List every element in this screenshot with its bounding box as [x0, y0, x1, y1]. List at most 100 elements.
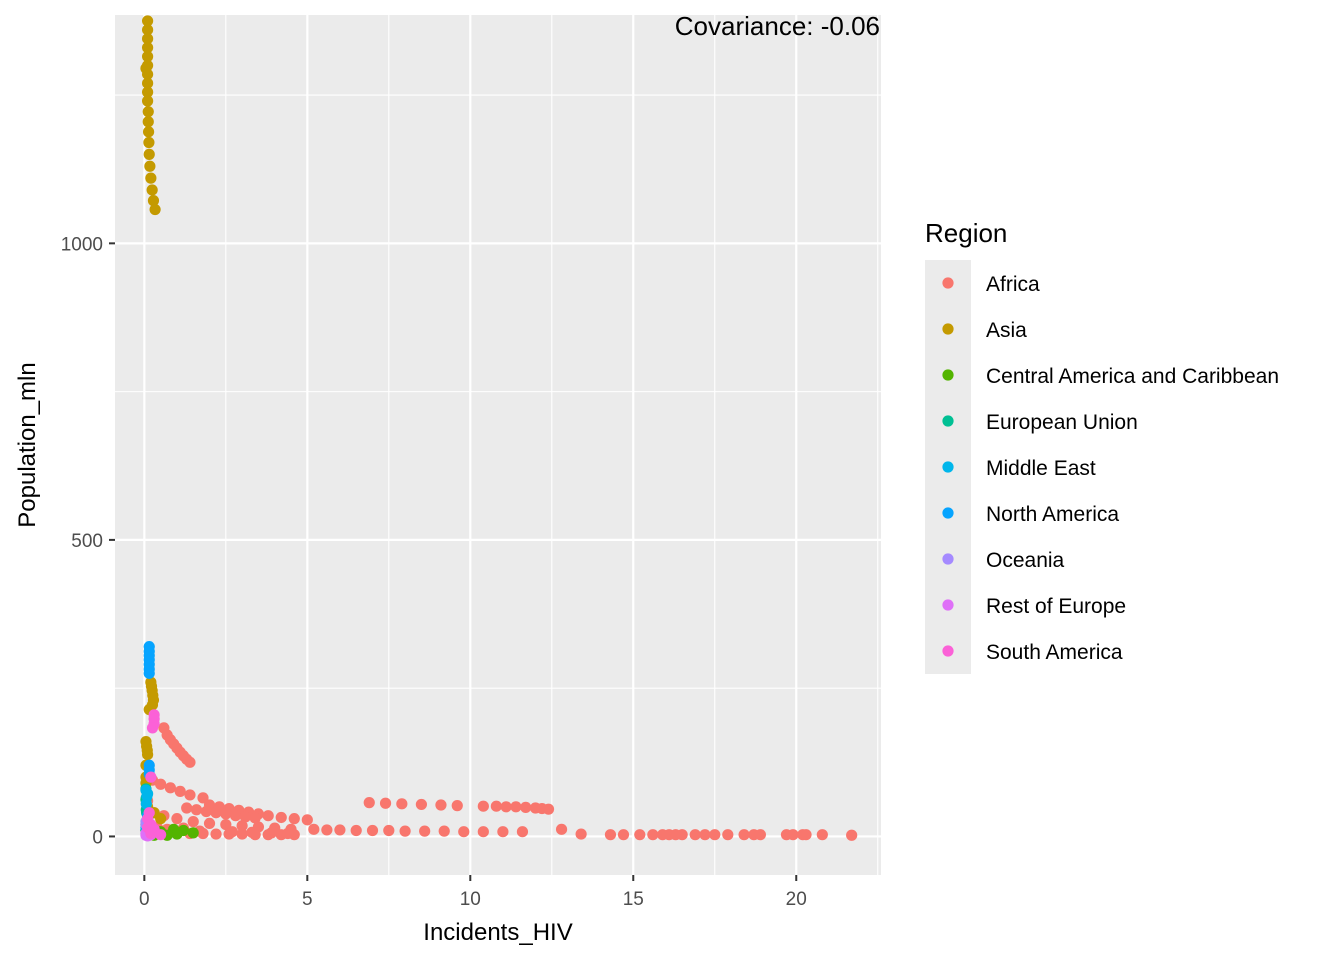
point-asia: [145, 172, 157, 184]
point-africa: [516, 826, 529, 838]
point-africa: [647, 829, 659, 841]
point-africa: [542, 803, 555, 815]
point-africa: [510, 801, 522, 813]
point-africa: [220, 818, 232, 831]
point-africa: [438, 825, 450, 837]
point-africa: [383, 824, 395, 837]
point-africa: [184, 756, 196, 768]
point-africa: [846, 829, 858, 841]
point-asia: [155, 813, 167, 825]
legend-label-oceania: Oceania: [986, 549, 1065, 572]
point-africa: [709, 829, 721, 841]
legend-label-africa: Africa: [986, 273, 1040, 296]
point-africa: [210, 828, 222, 840]
point-africa: [203, 817, 216, 830]
point-asia: [141, 24, 154, 36]
point-africa: [754, 829, 766, 841]
point-asia: [142, 106, 154, 118]
point-africa: [816, 829, 828, 841]
point-asia: [141, 86, 154, 98]
point-africa: [187, 816, 199, 828]
point-africa: [419, 825, 431, 837]
point-central-america-and-caribbean: [171, 828, 183, 840]
legend-label-north-america: North America: [986, 503, 1119, 526]
point-asia: [142, 116, 154, 128]
y-tick-label: 500: [71, 531, 103, 552]
point-middle-east: [140, 798, 152, 810]
legend-label-asia: Asia: [986, 319, 1027, 342]
legend-key-south-america: [942, 645, 954, 657]
point-africa: [689, 829, 701, 841]
point-asia: [141, 15, 154, 27]
point-africa: [164, 782, 177, 794]
point-africa: [265, 827, 278, 839]
point-africa: [308, 823, 320, 835]
legend-label-central-america-and-caribbean: Central America and Caribbean: [986, 365, 1279, 388]
point-africa: [722, 829, 734, 841]
point-asia: [143, 136, 155, 149]
x-tick-label: 10: [460, 889, 481, 910]
legend-key-middle-east: [942, 461, 954, 473]
point-africa: [200, 805, 212, 818]
point-africa: [366, 824, 379, 837]
point-africa: [301, 814, 313, 826]
point-africa: [350, 824, 362, 837]
point-north-america: [143, 667, 155, 679]
point-asia: [147, 195, 160, 207]
legend-key-oceania: [942, 553, 954, 565]
point-africa: [738, 829, 750, 841]
point-africa: [181, 802, 193, 814]
legend-key-north-america: [942, 507, 954, 519]
point-asia: [141, 95, 154, 107]
legend-label-rest-of-europe: Rest of Europe: [986, 595, 1126, 618]
legend-key-asia: [942, 323, 954, 335]
point-africa: [787, 829, 799, 841]
point-africa: [363, 797, 375, 809]
point-africa: [415, 798, 427, 811]
point-africa: [399, 825, 411, 837]
point-africa: [435, 799, 447, 811]
point-asia: [149, 203, 161, 216]
y-tick-label: 0: [92, 827, 103, 848]
point-africa: [282, 827, 294, 840]
minor-gridlines: [115, 15, 881, 875]
legend-title: Region: [925, 218, 1007, 248]
point-asia: [140, 62, 152, 74]
point-south-america: [145, 827, 157, 840]
point-asia: [144, 160, 156, 172]
point-africa: [617, 829, 630, 841]
data-points: [140, 15, 858, 842]
legend-key-rest-of-europe: [942, 599, 954, 611]
point-asia: [141, 33, 154, 45]
point-africa: [334, 824, 346, 836]
point-africa: [800, 829, 812, 841]
point-africa: [477, 826, 489, 838]
point-south-america: [146, 722, 159, 734]
legend: Africa Asia Central America and Caribbean E…: [942, 273, 1279, 664]
point-africa: [604, 829, 617, 841]
point-africa: [184, 789, 196, 801]
point-africa: [458, 826, 470, 838]
x-axis-title: Incidents_HIV: [423, 919, 572, 946]
point-africa: [262, 810, 274, 822]
y-tick-label: 1000: [61, 234, 103, 255]
point-africa: [396, 798, 408, 810]
legend-label-european-union: European Union: [986, 411, 1138, 434]
point-africa: [555, 823, 568, 835]
point-asia: [143, 148, 155, 160]
legend-key-european-union: [942, 415, 954, 427]
x-axis: 0 5 10 15 20: [139, 875, 807, 910]
point-africa: [155, 778, 167, 790]
plot-panel: [115, 15, 881, 875]
point-asia: [142, 126, 155, 138]
legend-key-africa: [942, 277, 954, 289]
point-africa: [239, 811, 251, 823]
point-south-america: [155, 829, 167, 841]
point-africa: [288, 813, 300, 825]
point-africa: [451, 800, 463, 812]
point-africa: [634, 829, 646, 841]
point-africa: [520, 801, 532, 813]
point-africa: [197, 792, 209, 804]
point-africa: [500, 801, 512, 813]
